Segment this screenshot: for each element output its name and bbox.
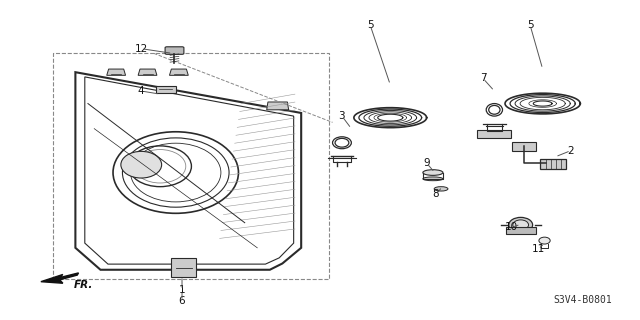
Text: 10: 10	[505, 222, 518, 232]
Polygon shape	[267, 102, 289, 110]
Text: S3V4-B0801: S3V4-B0801	[553, 295, 612, 305]
Text: 5: 5	[527, 20, 533, 30]
Text: 8: 8	[433, 189, 439, 199]
Text: 12: 12	[134, 44, 148, 54]
Ellipse shape	[539, 237, 550, 244]
Text: 1: 1	[179, 285, 186, 295]
Text: 7: 7	[480, 74, 486, 84]
Ellipse shape	[509, 217, 532, 232]
Polygon shape	[138, 69, 157, 75]
Polygon shape	[170, 69, 188, 75]
FancyBboxPatch shape	[165, 47, 184, 54]
Text: 11: 11	[532, 244, 545, 254]
FancyBboxPatch shape	[477, 130, 511, 138]
Text: FR.: FR.	[74, 280, 93, 290]
Text: 6: 6	[179, 296, 186, 306]
Text: 2: 2	[568, 146, 574, 156]
Ellipse shape	[423, 170, 443, 175]
Polygon shape	[107, 69, 125, 75]
Text: 5: 5	[367, 20, 374, 30]
FancyBboxPatch shape	[156, 86, 176, 93]
Ellipse shape	[121, 151, 162, 178]
FancyBboxPatch shape	[171, 258, 196, 277]
FancyBboxPatch shape	[506, 227, 536, 234]
FancyBboxPatch shape	[512, 142, 536, 151]
Text: 9: 9	[423, 158, 430, 168]
Text: 4: 4	[138, 86, 145, 96]
Polygon shape	[41, 273, 79, 283]
Text: 3: 3	[339, 111, 345, 121]
Ellipse shape	[513, 220, 529, 230]
FancyBboxPatch shape	[540, 159, 566, 169]
Ellipse shape	[434, 187, 448, 191]
Ellipse shape	[423, 177, 443, 181]
